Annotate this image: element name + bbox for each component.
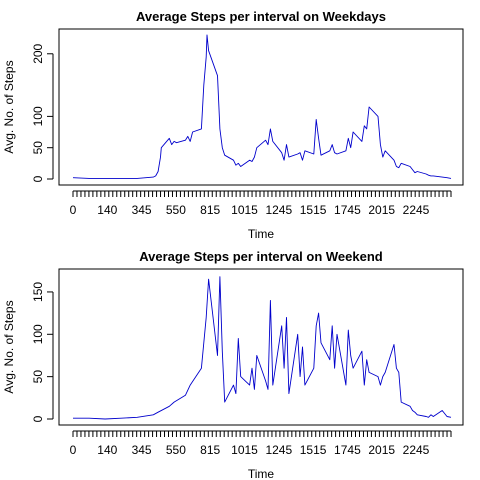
- x-tick-label: 140: [97, 203, 117, 217]
- y-tick-label: 0: [31, 415, 45, 422]
- x-tick-label: 0: [70, 203, 77, 217]
- x-tick-label: 2245: [403, 203, 430, 217]
- x-tick-label: 1745: [334, 203, 361, 217]
- x-tick-label: 1015: [231, 443, 258, 457]
- x-tick-label: 0: [70, 443, 77, 457]
- chart-title: Average Steps per interval on Weekdays: [136, 9, 386, 24]
- plot-frame: [58, 28, 464, 186]
- y-tick-label: 200: [31, 43, 45, 63]
- y-axis-label: Avg. No. of Steps: [2, 300, 16, 393]
- x-ticks: [72, 431, 452, 437]
- y-tick-label: 50: [31, 141, 45, 155]
- y-tick-label: 0: [31, 175, 45, 182]
- x-tick-label: 815: [200, 203, 220, 217]
- y-axis-label: Avg. No. of Steps: [2, 60, 16, 153]
- chart-panel-2: Average Steps per interval on Weekend 0 50…: [2, 249, 464, 480]
- x-tick-label: 1245: [265, 203, 292, 217]
- chart-panel-1: Average Steps per interval on Weekdays 0 5…: [2, 9, 464, 241]
- chart-title: Average Steps per interval on Weekend: [139, 249, 383, 264]
- x-tick-label: 815: [200, 443, 220, 457]
- x-tick-label: 345: [132, 443, 152, 457]
- plot-frame: [58, 268, 464, 426]
- y-tick-label: 50: [31, 370, 45, 384]
- y-tick-label: 100: [31, 106, 45, 126]
- series-line: [73, 276, 452, 420]
- y-tick-label: 100: [31, 324, 45, 344]
- x-tick-label: 2015: [368, 203, 395, 217]
- x-tick-label: 1015: [231, 203, 258, 217]
- x-tick-label: 345: [132, 203, 152, 217]
- x-axis-label: Time: [248, 227, 275, 241]
- x-tick-label: 1245: [265, 443, 292, 457]
- x-tick-label: 2015: [368, 443, 395, 457]
- x-tick-label: 550: [166, 443, 186, 457]
- x-tick-label: 2245: [403, 443, 430, 457]
- x-tick-label: 1515: [300, 443, 327, 457]
- x-tick-label: 1515: [300, 203, 327, 217]
- x-ticks: [72, 191, 452, 197]
- x-axis-label: Time: [248, 467, 275, 480]
- x-tick-label: 550: [166, 203, 186, 217]
- x-tick-label: 1745: [334, 443, 361, 457]
- x-tick-label: 140: [97, 443, 117, 457]
- series-line: [72, 34, 452, 179]
- y-tick-label: 150: [31, 282, 45, 302]
